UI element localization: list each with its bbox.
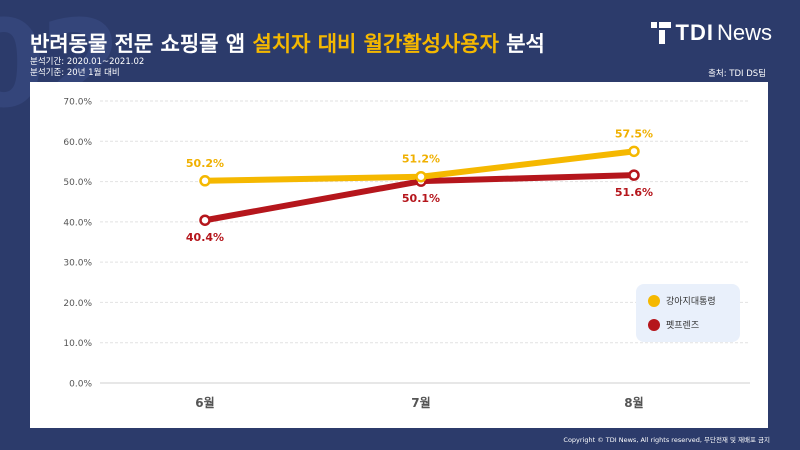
data-label: 51.6%: [615, 186, 653, 199]
y-tick-label: 50.0%: [63, 178, 92, 188]
logo-news-text: News: [716, 20, 772, 45]
data-source: 출처: TDI DS팀: [708, 69, 766, 79]
data-point: [199, 175, 211, 187]
tdi-news-logo: TDI News: [650, 20, 772, 46]
data-label: 57.5%: [615, 127, 653, 140]
y-tick-label: 0.0%: [69, 380, 92, 390]
chart-legend: 강아지대통령 펫프렌즈: [636, 284, 740, 342]
legend-dot-series-1: [648, 294, 660, 307]
data-label: 40.4%: [186, 231, 224, 244]
data-label: 51.2%: [402, 153, 440, 166]
data-point: [628, 169, 640, 181]
legend-dot-series-2: [648, 318, 660, 331]
chart-card: 0.0% 10.0% 20.0% 30.0% 40.0% 50.0% 60.0% 70.0% 6…: [30, 82, 768, 428]
data-label: 50.2%: [186, 157, 224, 170]
x-tick-label: 6월: [195, 395, 214, 410]
data-point: [199, 214, 211, 226]
logo-tdi-text: TDI: [675, 20, 714, 45]
tdi-logo-icon: [650, 22, 671, 44]
y-tick-label: 40.0%: [63, 218, 92, 228]
analysis-basis: 분석기준: 20년 1월 대비: [30, 68, 120, 78]
y-tick-label: 30.0%: [63, 259, 92, 269]
title-highlight: 설치자 대비 월간활성사용자: [252, 32, 499, 56]
data-point: [415, 170, 427, 183]
y-tick-label: 20.0%: [63, 299, 92, 309]
page-title: 반려동물 전문 쇼핑몰 앱 설치자 대비 월간활성사용자 분석: [30, 28, 545, 58]
analysis-period: 분석기간: 2020.01~2021.02: [30, 57, 145, 67]
data-label: 50.1%: [402, 192, 440, 205]
legend-label-series-2: 펫프렌즈: [666, 321, 700, 331]
legend-label-series-1: 강아지대통령: [666, 297, 716, 307]
legend-item-series-1: 강아지대통령: [648, 294, 716, 307]
analysis-meta: 분석기간: 2020.01~2021.02 분석기준: 20년 1월 대비: [30, 57, 144, 79]
y-tick-label: 10.0%: [63, 339, 92, 349]
title-prefix: 반려동물 전문 쇼핑몰 앱: [30, 32, 253, 56]
x-tick-label: 8월: [624, 395, 643, 410]
y-tick-label: 70.0%: [63, 98, 92, 108]
title-suffix: 분석: [498, 32, 545, 56]
copyright-notice: Copyright © TDI News, All rights reserve…: [563, 436, 770, 444]
x-tick-label: 7월: [411, 395, 430, 410]
line-chart: 0.0% 10.0% 20.0% 30.0% 40.0% 50.0% 60.0% 70.0% 6…: [63, 98, 750, 410]
y-tick-label: 60.0%: [63, 138, 92, 148]
data-point: [628, 145, 640, 158]
legend-item-series-2: 펫프렌즈: [648, 318, 699, 331]
